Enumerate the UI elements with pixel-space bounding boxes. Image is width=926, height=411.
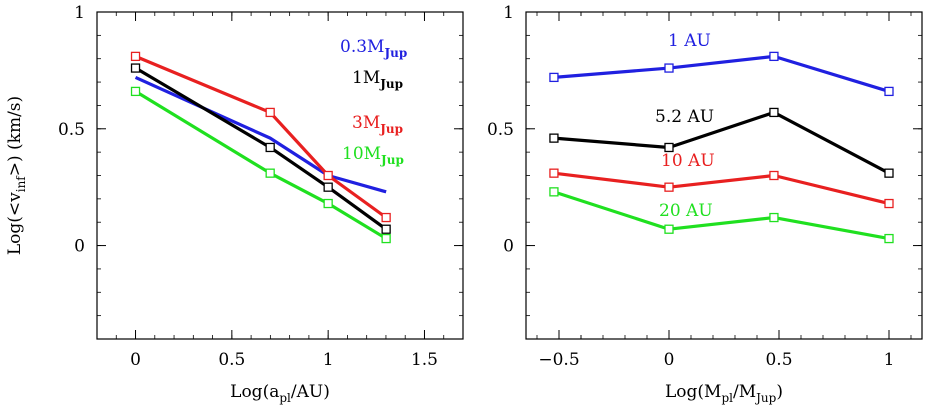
- y-axis-label: Log(<vinf>) (km/s): [5, 96, 28, 255]
- data-point: [549, 187, 559, 197]
- data-point: [769, 212, 779, 223]
- data-point: [130, 51, 141, 62]
- series-left-2: 3MJup: [130, 51, 403, 223]
- series-line: [553, 171, 890, 206]
- data-point: [381, 212, 391, 223]
- series-line: [134, 90, 387, 240]
- panel-left: 0 0.5 1 1.5 0 0.5 1 Log(apl/AU) Log(<vinf>) (km/…: [5, 3, 464, 405]
- data-point: [323, 198, 333, 209]
- x-tick-label: 0.5: [218, 350, 245, 370]
- data-point: [769, 51, 779, 62]
- data-point: [265, 107, 275, 118]
- y-tick-label: 0: [74, 237, 85, 257]
- x-tick-label: 1: [323, 350, 334, 370]
- data-point: [130, 63, 141, 73]
- series-line: [134, 75, 387, 194]
- series-line: [553, 190, 890, 241]
- data-point: [549, 72, 559, 83]
- series-right-2: 10 AU: [549, 151, 894, 209]
- series-right-3: 20 AU: [549, 187, 894, 244]
- data-point: [769, 170, 779, 181]
- plot-frame: [96, 11, 464, 340]
- series-line: [553, 54, 890, 93]
- series-left-1: 1MJup: [130, 63, 403, 234]
- data-point: [265, 168, 275, 178]
- series-line: [134, 66, 388, 231]
- data-point: [265, 142, 275, 153]
- series-label: 10MJup: [342, 144, 404, 167]
- data-point: [884, 198, 894, 209]
- data-point: [323, 182, 333, 192]
- y-tick-label: 1: [74, 3, 85, 23]
- series-label: 1 AU: [668, 31, 711, 51]
- series-right-1: 5.2 AU: [549, 107, 894, 178]
- data-point: [323, 170, 333, 181]
- data-point: [664, 142, 674, 153]
- x-tick-label: 0: [130, 350, 141, 370]
- data-point: [664, 182, 674, 192]
- series-label: 0.3MJup: [340, 37, 407, 60]
- data-point: [549, 133, 559, 143]
- x-tick-label: −0.5: [538, 350, 579, 370]
- x-axis-label: Log(Mpl/MJup): [665, 382, 783, 405]
- data-point: [884, 168, 894, 178]
- data-point: [884, 86, 894, 97]
- x-axis-label: Log(apl/AU): [230, 382, 330, 405]
- x-tick-label: 0.5: [765, 350, 792, 370]
- data-point: [130, 86, 141, 97]
- data-point: [381, 233, 391, 244]
- y-tick-label: 0.5: [58, 120, 85, 140]
- series-left-3: 10MJup: [130, 86, 404, 244]
- x-tick-label: 1: [884, 350, 895, 370]
- series-label: 3MJup: [352, 113, 403, 136]
- y-tick-label: 0.5: [487, 120, 514, 140]
- data-point: [884, 233, 894, 244]
- series-label: 5.2 AU: [655, 107, 714, 127]
- series-line: [553, 110, 890, 175]
- data-point: [549, 168, 559, 178]
- data-point: [664, 224, 674, 234]
- x-tick-label: 0: [664, 350, 675, 370]
- data-point: [664, 63, 674, 73]
- x-tick-label: 1.5: [411, 350, 438, 370]
- series-label: 1MJup: [352, 68, 403, 91]
- series-line: [134, 54, 388, 219]
- series-right-0: 1 AU: [549, 31, 894, 97]
- data-point: [381, 224, 391, 234]
- series-label: 10 AU: [661, 151, 715, 171]
- panel-right: −0.5 0 0.5 1 0 0.5 1 Log(Mpl/MJup) 1 AU 5.2 AU 10 …: [487, 3, 923, 405]
- y-tick-label: 1: [503, 3, 514, 23]
- y-tick-label: 0: [503, 237, 514, 257]
- data-point: [769, 107, 779, 118]
- series-label: 20 AU: [659, 201, 713, 221]
